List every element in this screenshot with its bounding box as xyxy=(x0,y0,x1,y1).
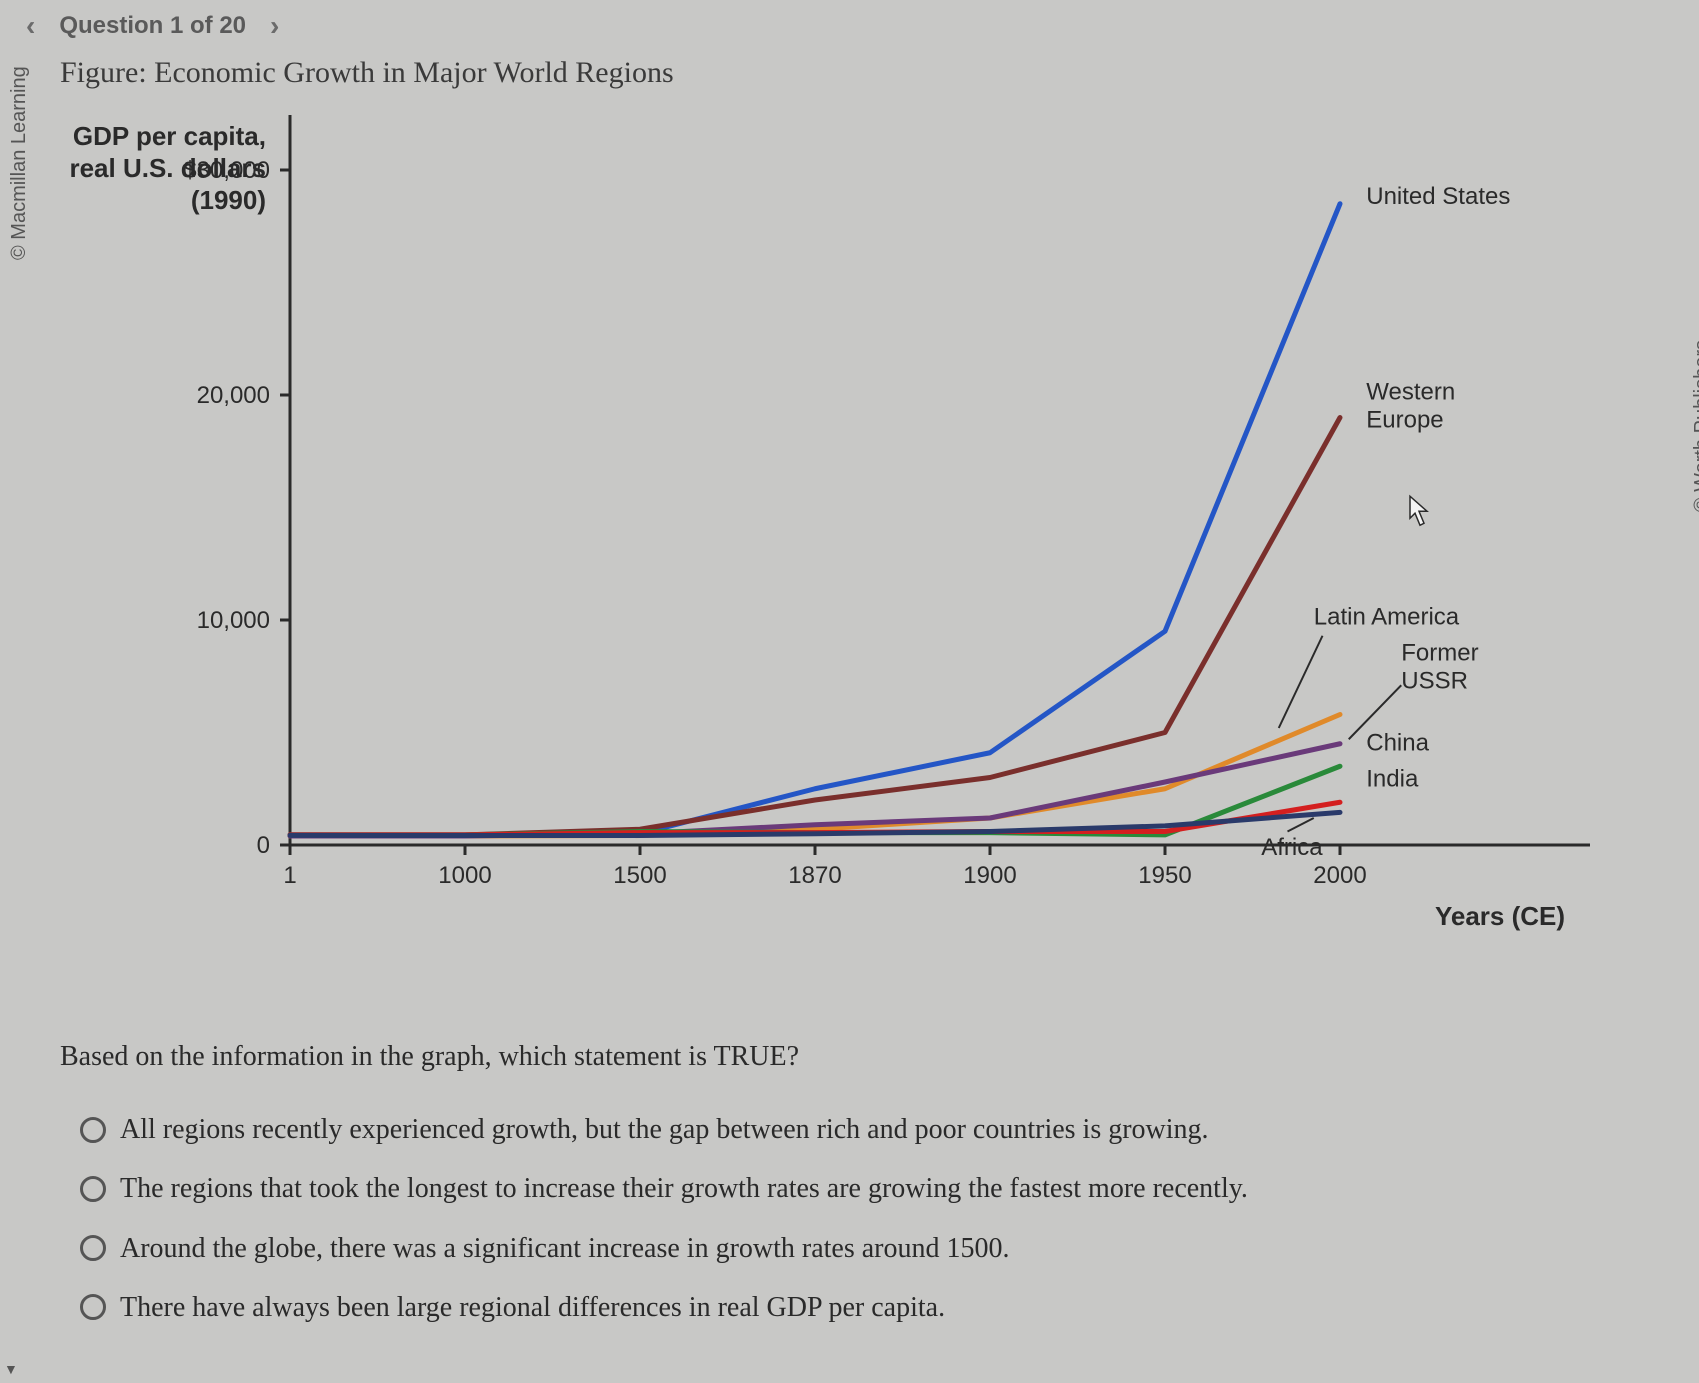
radio-icon[interactable] xyxy=(80,1117,106,1143)
svg-text:Former: Former xyxy=(1401,640,1478,667)
answer-option-label: All regions recently experienced growth,… xyxy=(120,1103,1209,1156)
svg-text:Europe: Europe xyxy=(1366,407,1443,434)
answer-option-label: Around the globe, there was a significan… xyxy=(120,1222,1010,1275)
svg-text:China: China xyxy=(1366,730,1429,757)
svg-text:1500: 1500 xyxy=(613,862,666,889)
svg-text:20,000: 20,000 xyxy=(197,382,270,409)
svg-text:USSR: USSR xyxy=(1401,668,1468,695)
question-nav: ‹ Question 1 of 20 › xyxy=(20,10,285,42)
question-block: Based on the information in the graph, w… xyxy=(60,1030,1650,1340)
svg-text:Latin America: Latin America xyxy=(1314,604,1460,631)
answer-option-1[interactable]: The regions that took the longest to inc… xyxy=(80,1162,1650,1215)
answer-option-2[interactable]: Around the globe, there was a significan… xyxy=(80,1222,1650,1275)
svg-text:Africa: Africa xyxy=(1261,834,1323,861)
svg-text:United States: United States xyxy=(1366,183,1510,210)
next-question-button[interactable]: › xyxy=(264,10,285,42)
answer-option-label: There have always been large regional di… xyxy=(120,1281,945,1334)
svg-text:0: 0 xyxy=(257,832,270,859)
figure-title: Figure: Economic Growth in Major World R… xyxy=(60,56,674,90)
dropdown-caret-icon: ▼ xyxy=(4,1363,18,1379)
svg-text:GDP per capita,: GDP per capita, xyxy=(73,121,266,151)
svg-text:(1990): (1990) xyxy=(191,185,266,215)
credit-left: © Macmillan Learning xyxy=(8,66,31,260)
prev-question-button[interactable]: ‹ xyxy=(20,10,41,42)
svg-text:1000: 1000 xyxy=(438,862,491,889)
svg-text:1950: 1950 xyxy=(1138,862,1191,889)
svg-text:Years (CE): Years (CE) xyxy=(1435,901,1565,931)
svg-text:2000: 2000 xyxy=(1313,862,1366,889)
answer-option-label: The regions that took the longest to inc… xyxy=(120,1162,1248,1215)
svg-text:Western: Western xyxy=(1366,379,1455,406)
radio-icon[interactable] xyxy=(80,1294,106,1320)
svg-text:1900: 1900 xyxy=(963,862,1016,889)
svg-text:1: 1 xyxy=(283,862,296,889)
svg-text:India: India xyxy=(1366,766,1419,793)
svg-text:1870: 1870 xyxy=(788,862,841,889)
growth-chart: GDP per capita,real U.S. dollars(1990)$3… xyxy=(60,105,1650,1005)
question-counter: Question 1 of 20 xyxy=(59,12,246,40)
answer-option-0[interactable]: All regions recently experienced growth,… xyxy=(80,1103,1650,1156)
svg-text:$30,000: $30,000 xyxy=(183,157,270,184)
answer-option-3[interactable]: There have always been large regional di… xyxy=(80,1281,1650,1334)
credit-right: © Worth Publishers xyxy=(1691,340,1699,512)
svg-text:10,000: 10,000 xyxy=(197,607,270,634)
radio-icon[interactable] xyxy=(80,1176,106,1202)
question-prompt: Based on the information in the graph, w… xyxy=(60,1030,1650,1083)
radio-icon[interactable] xyxy=(80,1235,106,1261)
